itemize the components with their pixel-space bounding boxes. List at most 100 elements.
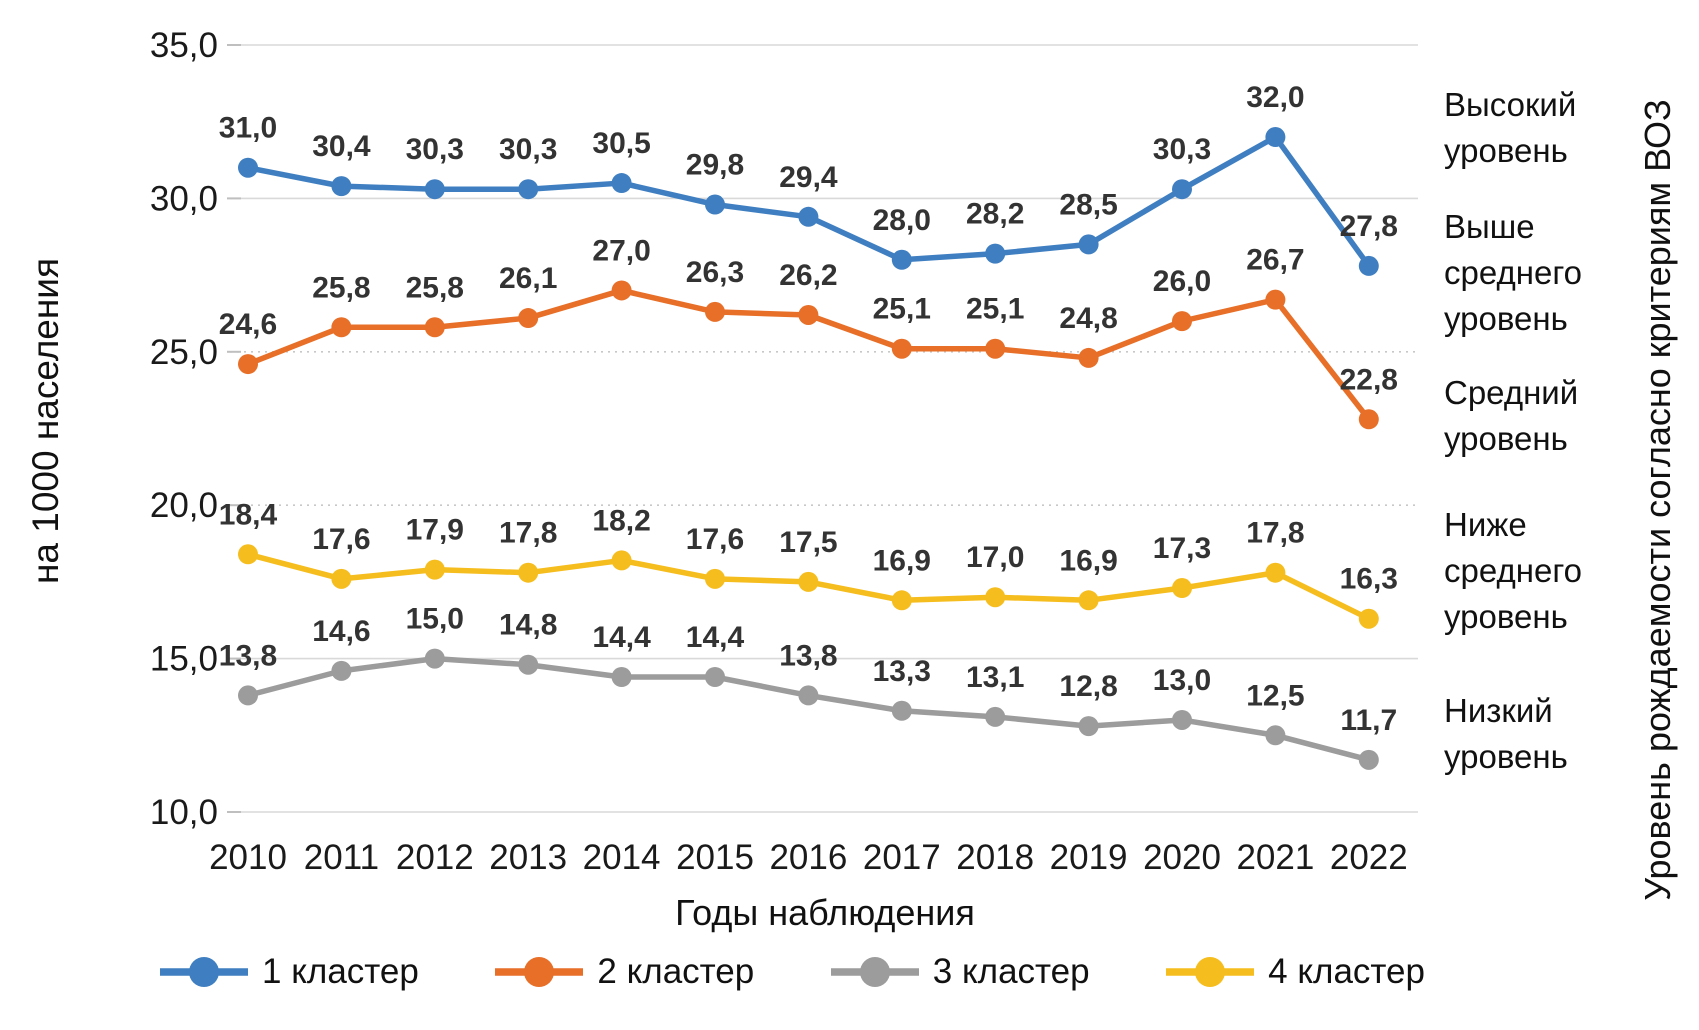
data-point-marker <box>1078 347 1099 368</box>
data-point-marker <box>1265 562 1286 583</box>
data-label: 24,6 <box>219 308 277 341</box>
y-tick-label: 25,0 <box>150 333 218 372</box>
data-point-marker <box>1078 590 1099 611</box>
data-label: 29,4 <box>779 161 838 194</box>
data-point-marker <box>798 571 819 592</box>
data-label: 14,6 <box>312 615 370 648</box>
data-label: 16,9 <box>873 544 931 577</box>
data-label: 32,0 <box>1246 81 1304 114</box>
data-point-marker <box>985 243 1006 264</box>
data-label: 27,0 <box>592 234 650 267</box>
data-point-marker <box>798 304 819 325</box>
x-tick-label: 2015 <box>676 838 754 877</box>
data-point-marker <box>891 249 912 270</box>
data-label: 25,1 <box>873 293 931 326</box>
who-level-label: Выше среднего уровень <box>1444 208 1582 337</box>
data-point-marker <box>985 338 1006 359</box>
data-label: 28,2 <box>966 198 1024 231</box>
data-label: 14,4 <box>686 621 745 654</box>
data-point-marker <box>331 660 352 681</box>
data-label: 16,3 <box>1340 563 1398 596</box>
data-point-marker <box>518 308 539 329</box>
x-tick-label: 2016 <box>769 838 847 877</box>
data-label: 24,8 <box>1059 302 1117 335</box>
data-label: 13,3 <box>873 655 931 688</box>
legend-marker-icon <box>495 957 584 987</box>
data-point-marker <box>611 550 632 571</box>
data-label: 17,0 <box>966 541 1024 574</box>
data-point-marker <box>1078 234 1099 255</box>
data-label: 28,0 <box>873 204 931 237</box>
data-point-marker <box>1078 716 1099 737</box>
data-point-marker <box>1172 179 1192 200</box>
x-tick-label: 2018 <box>956 838 1034 877</box>
data-point-marker <box>424 317 445 338</box>
data-point-marker <box>518 562 539 583</box>
data-point-marker <box>238 354 258 375</box>
data-label: 12,8 <box>1059 670 1117 703</box>
who-level-label: Ниже среднего уровень <box>1444 506 1582 635</box>
data-point-marker <box>1358 409 1379 430</box>
y-tick-label: 10,0 <box>150 793 218 832</box>
legend-marker-icon <box>1166 957 1255 987</box>
data-label: 14,8 <box>499 609 557 642</box>
data-label: 26,7 <box>1246 244 1304 277</box>
who-level-label: Средний уровень <box>1444 374 1579 457</box>
data-label: 12,5 <box>1246 679 1304 712</box>
data-point-marker <box>331 317 352 338</box>
data-label: 31,0 <box>219 112 277 145</box>
legend-item: 4 кластер <box>1166 952 1425 992</box>
data-point-marker <box>705 301 725 322</box>
who-level-label: Низкий уровень <box>1444 692 1568 775</box>
data-point-marker <box>798 206 819 227</box>
legend-label: 4 кластер <box>1268 952 1425 991</box>
data-point-marker <box>611 173 632 194</box>
data-label: 17,8 <box>1246 517 1304 550</box>
x-tick-label: 2012 <box>396 838 474 877</box>
data-label: 30,3 <box>1153 133 1211 166</box>
data-label: 26,0 <box>1153 265 1211 298</box>
x-tick-label: 2017 <box>863 838 941 877</box>
data-point-marker <box>1172 709 1192 730</box>
data-point-marker <box>1358 608 1379 629</box>
who-level-labels: Высокий уровень Выше среднего уровень Сред… <box>1444 0 1644 900</box>
data-label: 30,4 <box>312 130 371 163</box>
legend-marker-icon <box>830 957 919 987</box>
y-tick-label: 20,0 <box>150 486 218 525</box>
data-point-marker <box>518 179 539 200</box>
data-label: 14,4 <box>592 621 651 654</box>
data-label: 13,8 <box>219 639 277 672</box>
data-point-marker <box>891 700 912 721</box>
data-point-marker <box>705 667 725 688</box>
x-tick-label: 2022 <box>1330 838 1408 877</box>
data-point-marker <box>705 194 725 215</box>
data-point-marker <box>891 590 912 611</box>
data-label: 18,4 <box>219 498 278 531</box>
legend: 1 кластер 2 кластер 3 кластер 4 кластер <box>160 952 1425 992</box>
data-label: 13,8 <box>779 639 837 672</box>
y-axis-title: на 1000 населения <box>25 257 66 585</box>
data-label: 28,5 <box>1059 188 1117 221</box>
data-label: 18,2 <box>592 504 650 537</box>
data-point-marker <box>891 338 912 359</box>
data-label: 22,8 <box>1340 363 1398 396</box>
x-tick-label: 2011 <box>304 838 379 877</box>
data-label: 26,1 <box>499 262 557 295</box>
legend-marker-icon <box>160 957 248 987</box>
data-label: 17,6 <box>686 523 744 556</box>
x-axis-title: Годы наблюдения <box>675 892 975 933</box>
legend-item: 2 кластер <box>495 952 754 992</box>
data-label: 17,8 <box>499 517 557 550</box>
data-point-marker <box>1265 725 1286 746</box>
x-tick-label: 2020 <box>1143 838 1221 877</box>
data-label: 17,5 <box>779 526 837 559</box>
x-tick-label: 2021 <box>1236 838 1314 877</box>
data-label: 25,1 <box>966 293 1024 326</box>
y-tick-label: 15,0 <box>150 640 218 679</box>
data-label: 26,2 <box>779 259 837 292</box>
legend-label: 3 кластер <box>932 952 1090 991</box>
data-point-marker <box>518 654 539 675</box>
y-tick-label: 35,0 <box>150 26 218 65</box>
